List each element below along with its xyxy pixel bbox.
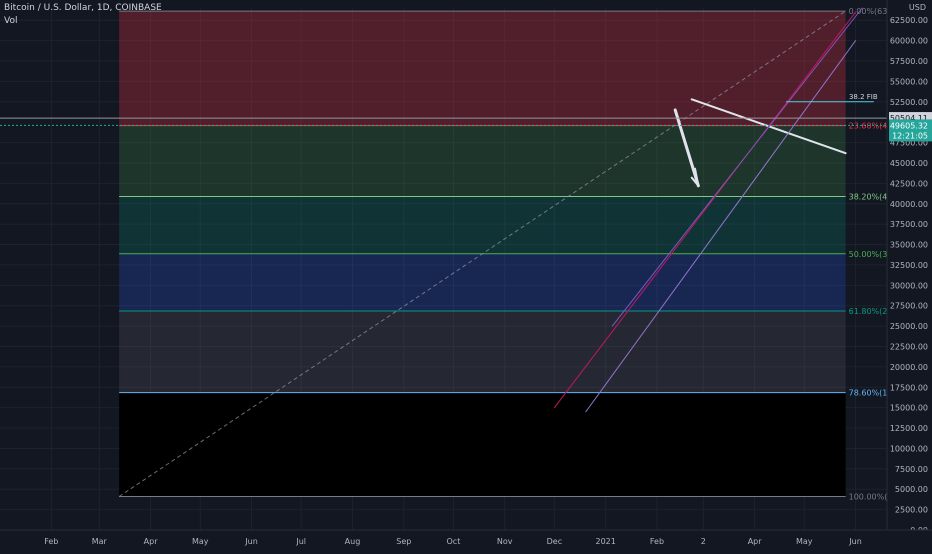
fib-zone [119, 11, 846, 126]
time-tick-label: Sep [396, 537, 411, 546]
last-price-badge [889, 119, 932, 142]
price-tick-label: 35000.00 [890, 241, 928, 250]
time-tick-label: Oct [447, 537, 461, 546]
price-tick-label: 57500.00 [890, 57, 928, 66]
time-tick-label: Apr [144, 537, 159, 546]
price-tick-label: 25000.00 [890, 322, 928, 331]
fib-level-label: 23.60%(49577.90) [849, 122, 924, 131]
price-tick-label: 2500.00 [895, 506, 928, 515]
price-tick-label: 17500.00 [890, 383, 928, 392]
drawing-annotations: 38.2 FIB [553, 7, 878, 413]
fib-level-label: 50.00%(33866.50) [849, 250, 924, 259]
time-tick-label: Mar [92, 537, 108, 546]
price-tick-label: 32500.00 [890, 261, 928, 270]
price-tick-label: 22500.00 [890, 342, 928, 351]
fib-zone [119, 196, 846, 254]
time-tick-label: Dec [547, 537, 562, 546]
time-tick-label: Jul [295, 537, 306, 546]
fib-zone [119, 392, 846, 497]
price-tick-label: 40000.00 [890, 200, 928, 209]
last-price-label: 49605.32 [890, 121, 928, 130]
price-tick-label: 7500.00 [895, 465, 928, 474]
arrow-head [694, 167, 700, 187]
volume-legend[interactable]: Vol [4, 16, 18, 26]
channel-line [553, 11, 857, 409]
price-tick-label: 55000.00 [890, 77, 928, 86]
time-tick-label: Nov [497, 537, 513, 546]
ref-price-label: 50504.11 [890, 114, 928, 123]
channel-line [611, 7, 863, 327]
fib-level-label: 61.80%(26843.98) [849, 307, 924, 316]
fib-small-label: 38.2 FIB [849, 93, 878, 101]
time-tick-label: Jun [244, 537, 258, 546]
arrow-head [690, 176, 700, 187]
fib-trend-line [118, 10, 846, 497]
time-tick-label: Apr [748, 537, 763, 546]
time-tick-label: Aug [345, 537, 361, 546]
time-tick-label: Feb [44, 537, 58, 546]
time-tick-label: 2021 [595, 537, 615, 546]
time-tick-label: May [796, 537, 813, 546]
price-tick-label: 5000.00 [895, 485, 928, 494]
price-tick-label: 52500.00 [890, 98, 928, 107]
countdown-label: 12:21:05 [892, 131, 928, 140]
fib-zone [119, 253, 846, 312]
fib-level-label: 0.00%(63622.94) [849, 7, 919, 16]
price-tick-label: 60000.00 [890, 37, 928, 46]
price-tick-label: 30000.00 [890, 281, 928, 290]
time-tick-label: Jun [848, 537, 862, 546]
time-tick-label: May [192, 537, 209, 546]
time-axis-bg [0, 530, 932, 550]
price-tick-label: 27500.00 [890, 302, 928, 311]
price-tick-label: 20000.00 [890, 363, 928, 372]
price-axis-bg [887, 0, 932, 550]
price-tick-label: 62500.00 [890, 16, 928, 25]
fib-zone [119, 125, 846, 197]
arrow-line [673, 108, 700, 188]
symbol-legend[interactable]: Bitcoin / U.S. Dollar, 1D, COINBASE [4, 3, 162, 13]
fib-level-label: 100.00%(4110.05) [849, 492, 924, 501]
currency-label: USD [908, 3, 926, 12]
time-tick-label: 2 [701, 537, 706, 546]
price-axis: 0.002500.005000.007500.0010000.0012500.0… [887, 0, 932, 550]
fib-level-label: 78.60%(16845.81) [849, 389, 924, 398]
price-tick-label: 47500.00 [890, 139, 928, 148]
price-tick-label: 37500.00 [890, 220, 928, 229]
channel-line [585, 40, 857, 413]
price-tick-label: 10000.00 [890, 444, 928, 453]
price-tick-label: 42500.00 [890, 179, 928, 188]
price-tick-label: 15000.00 [890, 404, 928, 413]
fib-retracement: 0.00%(63622.94) 23.60%(49577.90) 38.20%(40… [118, 7, 924, 501]
price-tick-label: 45000.00 [890, 159, 928, 168]
time-tick-label: Feb [650, 537, 664, 546]
price-tick-label: 12500.00 [890, 424, 928, 433]
fib-zone [119, 311, 846, 393]
fib-level-label: 38.20%(40889.02) [849, 192, 924, 201]
